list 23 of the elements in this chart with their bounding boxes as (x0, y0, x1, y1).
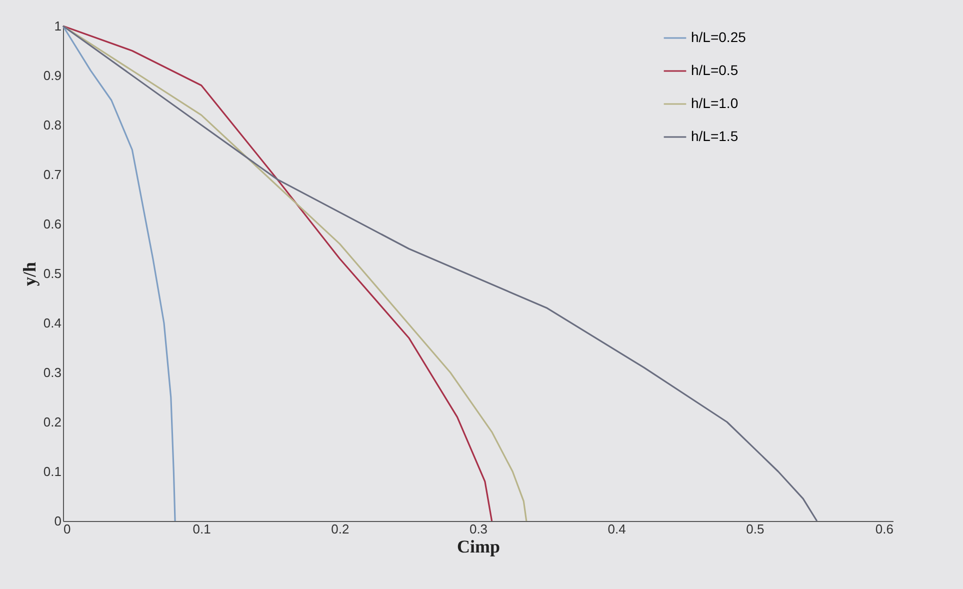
x-tick-label: 0.2 (331, 522, 350, 536)
x-tick-label: 0.3 (469, 522, 488, 536)
y-tick-label: 0.6 (43, 216, 62, 232)
x-tick-label: 0 (64, 522, 71, 536)
y-tick-label: 0.5 (43, 266, 62, 281)
x-tick-label: 0.1 (192, 522, 211, 536)
x-axis-title: Cimp (456, 536, 500, 556)
x-tick-label: 0.4 (608, 522, 626, 536)
y-tick-label: 0.1 (43, 464, 62, 479)
legend-label: h/L=0.5 (691, 62, 738, 78)
legend-label: h/L=1.0 (691, 95, 738, 111)
x-tick-label: 0.5 (746, 522, 764, 536)
y-tick-label: 0.2 (43, 414, 62, 430)
x-tick-label: 0.6 (875, 522, 894, 536)
y-tick-label: 0.9 (43, 68, 62, 83)
legend-label: h/L=1.5 (691, 128, 738, 144)
y-axis-title: y/h (19, 262, 40, 286)
y-tick-label: 0.4 (43, 316, 62, 330)
legend-label: h/L=0.25 (691, 29, 746, 45)
y-tick-label: 0.8 (43, 118, 62, 132)
y-tick-label: 1 (54, 18, 62, 34)
y-tick-label: 0.7 (43, 167, 62, 182)
y-tick-label: 0.3 (43, 365, 62, 380)
